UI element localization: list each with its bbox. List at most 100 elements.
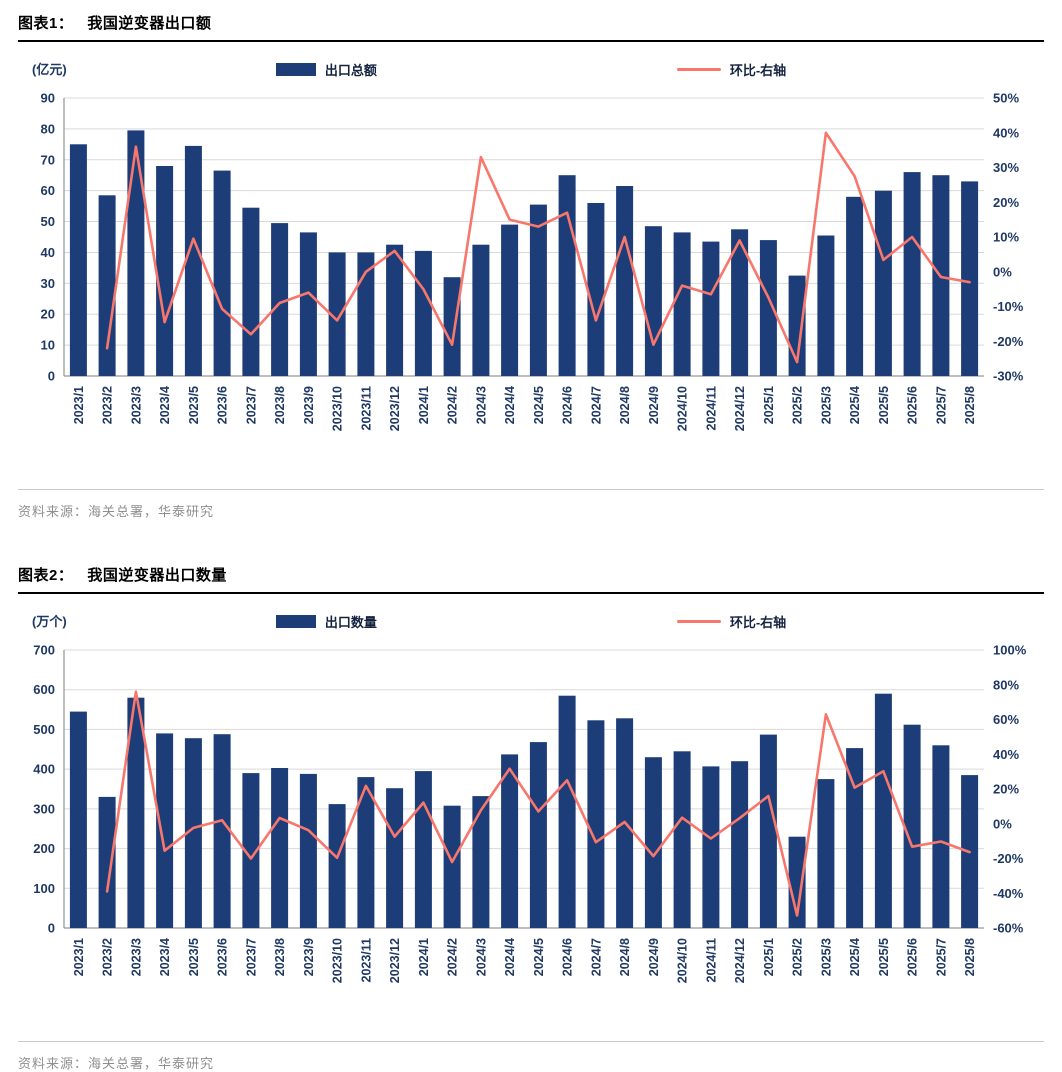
chart2-heading-number: 图表2： [18, 567, 74, 584]
x-axis-tick-label: 2023/9 [302, 386, 316, 424]
x-axis-tick-label: 2024/10 [676, 386, 690, 431]
bar [98, 796, 116, 928]
x-axis-tick-label: 2025/4 [848, 938, 862, 976]
left-axis-tick-label: 10 [41, 338, 55, 353]
bar [184, 738, 202, 928]
bar [903, 724, 921, 928]
left-axis-tick-label: 40 [41, 245, 55, 260]
x-axis-tick-label: 2024/8 [618, 938, 632, 976]
bar [328, 804, 346, 928]
bar [443, 277, 461, 376]
right-axis-tick-label: 40% [993, 747, 1019, 762]
bar [644, 226, 662, 376]
chart2-block: 图表2： 我国逆变器出口数量 (万个) 出口数量 环比-右轴 0 100 200 300… [18, 564, 1044, 1072]
right-axis-tick-label: 30% [993, 160, 1019, 175]
left-axis-tick-label: 500 [33, 722, 55, 737]
bar [702, 766, 720, 928]
chart2-legend-line-label: 环比-右轴 [729, 614, 787, 630]
chart-canvas: 0 10 20 30 40 50 60 70 80 90 -30% -20% -10% 0% 10% 20% 3… [41, 91, 1024, 432]
x-axis-tick-label: 2025/6 [906, 938, 920, 976]
left-axis-tick-label: 50 [41, 214, 55, 229]
bar [271, 223, 289, 376]
bar [961, 181, 979, 376]
chart2-legend-row: (万个) 出口数量 环比-右轴 [18, 610, 1044, 632]
bar [242, 207, 260, 376]
bar [731, 229, 749, 376]
x-axis-tick-label: 2023/11 [359, 386, 373, 431]
chart1-block: 图表1： 我国逆变器出口额 (亿元) 出口总额 环比-右轴 0 10 20 30 40 50… [18, 12, 1044, 520]
left-axis-tick-label: 100 [33, 881, 55, 896]
x-axis-tick-label: 2023/8 [273, 938, 287, 976]
right-axis-tick-label: -30% [993, 369, 1024, 384]
bar-series-swatch-icon [275, 614, 316, 628]
x-axis-tick-label: 2023/12 [388, 938, 402, 983]
right-axis-tick-label: -10% [993, 299, 1024, 314]
x-axis-tick-label: 2024/9 [647, 938, 661, 976]
chart2-axis-unit-label: (万个) [32, 614, 67, 629]
bar [443, 805, 461, 928]
bar [213, 734, 231, 928]
x-axis-tick-label: 2024/12 [733, 938, 747, 983]
bar [213, 170, 231, 376]
bar [874, 693, 892, 928]
x-axis-tick-label: 2023/5 [187, 938, 201, 976]
x-axis-tick-label: 2024/11 [704, 938, 718, 983]
bar-series-swatch-icon [275, 62, 316, 76]
left-axis-tick-label: 0 [48, 369, 55, 384]
x-axis-tick-label: 2024/6 [561, 386, 575, 424]
bar [299, 773, 317, 928]
x-axis-tick-label: 2025/2 [791, 938, 805, 976]
bar [357, 777, 375, 928]
x-axis-tick-label: 2024/9 [647, 386, 661, 424]
left-axis-tick-label: 90 [41, 91, 55, 106]
bar [357, 252, 375, 376]
bar [759, 734, 777, 928]
left-axis-tick-label: 700 [33, 643, 55, 658]
bar [673, 751, 691, 928]
left-axis-tick-label: 0 [48, 921, 55, 936]
x-axis-tick-label: 2024/2 [446, 386, 460, 424]
chart-canvas: 0 100 200 300 400 500 600 700 -60% -40% -20% 0% 20% 4… [33, 643, 1027, 984]
bar [386, 788, 404, 928]
x-axis-tick-label: 2025/4 [848, 386, 862, 424]
right-axis-tick-label: -60% [993, 921, 1024, 936]
right-axis-tick-label: 100% [993, 643, 1027, 658]
left-axis-tick-label: 60 [41, 183, 55, 198]
x-axis-tick-label: 2023/1 [72, 938, 86, 976]
bar [156, 166, 174, 376]
bar [271, 768, 289, 928]
x-axis-tick-label: 2023/7 [244, 938, 258, 976]
x-axis-tick-label: 2023/10 [331, 938, 345, 983]
x-axis-tick-label: 2025/7 [934, 938, 948, 976]
x-axis-tick-label: 2024/5 [532, 938, 546, 976]
x-axis-tick-label: 2023/12 [388, 386, 402, 431]
x-axis-tick-label: 2023/8 [273, 386, 287, 424]
x-axis-tick-label: 2023/10 [331, 386, 345, 431]
bar [587, 203, 605, 376]
x-axis-tick-label: 2025/6 [906, 386, 920, 424]
bar [98, 195, 116, 376]
chart2-heading: 图表2： 我国逆变器出口数量 [18, 564, 1044, 594]
chart1-axis-unit-label: (亿元) [32, 62, 67, 77]
right-axis-tick-label: 0% [993, 816, 1012, 831]
x-axis-tick-label: 2024/6 [561, 938, 575, 976]
right-axis-tick-label: 40% [993, 125, 1019, 140]
x-axis-tick-label: 2024/3 [474, 386, 488, 424]
left-axis-tick-label: 80 [41, 121, 55, 136]
bar [817, 235, 835, 376]
x-axis-tick-label: 2024/12 [733, 386, 747, 431]
right-axis-tick-label: -20% [993, 851, 1024, 866]
x-axis-tick-label: 2023/2 [101, 386, 115, 424]
x-axis-tick-label: 2023/3 [129, 938, 143, 976]
bar [587, 720, 605, 928]
right-axis-tick-label: -20% [993, 334, 1024, 349]
bar [328, 252, 346, 376]
x-axis-tick-label: 2024/10 [676, 938, 690, 983]
left-axis-tick-label: 600 [33, 682, 55, 697]
line-series-swatch-icon [676, 619, 721, 623]
x-axis-tick-label: 2023/2 [101, 938, 115, 976]
x-axis-tick-label: 2025/1 [762, 938, 776, 976]
line-series-swatch-icon [676, 67, 721, 71]
chart1-legend-line-label: 环比-右轴 [729, 62, 787, 78]
bar [299, 232, 317, 376]
